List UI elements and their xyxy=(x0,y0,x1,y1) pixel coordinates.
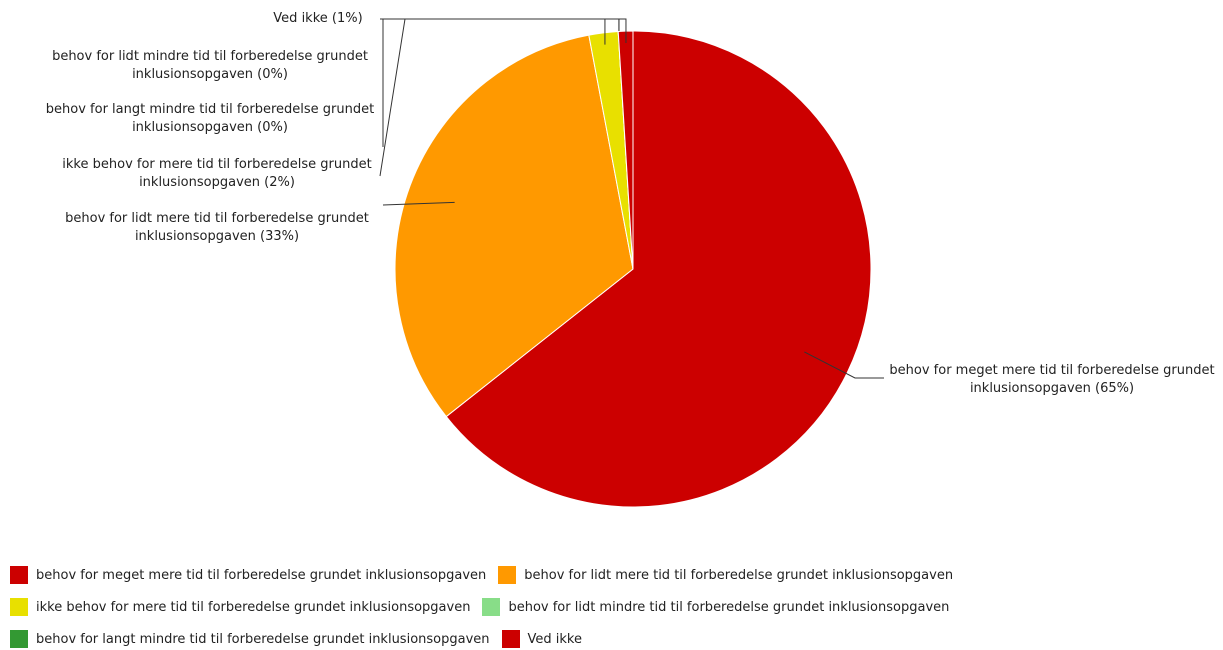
slice-label-value: (0%) xyxy=(257,67,288,82)
slice-label: behov for meget mere tid til forberedels… xyxy=(882,362,1222,398)
slice-label-category: behov for meget mere tid til forberedels… xyxy=(889,363,1215,396)
slice-label-value: (0%) xyxy=(257,120,288,135)
slice-label-category: Ved ikke xyxy=(273,11,328,26)
slice-label: behov for langt mindre tid til forberede… xyxy=(40,101,380,137)
slice-label: behov for lidt mindre tid til forberedel… xyxy=(40,48,380,84)
legend-label: Ved ikke xyxy=(527,631,582,647)
pie-slice xyxy=(394,34,634,418)
slice-label: ikke behov for mere tid til forberedelse… xyxy=(47,156,387,192)
leader-line xyxy=(380,18,627,44)
legend-swatch xyxy=(10,598,28,616)
legend-label: behov for langt mindre tid til forberede… xyxy=(36,631,490,647)
legend-item: behov for meget mere tid til forberedels… xyxy=(10,565,486,585)
slice-label-category: ikke behov for mere tid til forberedelse… xyxy=(62,157,372,190)
pie-area xyxy=(379,18,884,508)
slice-label-value: (33%) xyxy=(260,229,300,244)
legend-label: behov for lidt mere tid til forberedelse… xyxy=(524,567,954,583)
legend-label: behov for lidt mindre tid til forberedel… xyxy=(508,599,950,615)
legend-label: behov for meget mere tid til forberedels… xyxy=(36,567,487,583)
legend-swatch xyxy=(10,630,28,648)
legend-swatch xyxy=(501,630,520,648)
slice-label-value: (65%) xyxy=(1095,381,1135,396)
legend: behov for meget mere tid til forberedels… xyxy=(10,565,1170,649)
slice-label-category: behov for lidt mindre tid til forberedel… xyxy=(52,49,368,82)
slice-label-value: (1%) xyxy=(331,11,363,26)
legend-item: behov for langt mindre tid til forberede… xyxy=(10,629,490,649)
slice-label: behov for lidt mere tid til forberedelse… xyxy=(47,210,387,246)
legend-item: ikke behov for mere tid til forberedelse… xyxy=(10,597,470,617)
legend-swatch xyxy=(10,566,28,584)
legend-swatch xyxy=(498,566,517,584)
leader-line xyxy=(804,351,884,379)
slice-label-value: (2%) xyxy=(264,175,295,190)
legend-item: Ved ikke xyxy=(501,629,582,649)
slice-label-category: behov for lidt mere tid til forberedelse… xyxy=(65,211,369,244)
leader-line xyxy=(382,201,455,206)
slice-label: Ved ikke (1%) xyxy=(238,10,398,28)
pie-slice xyxy=(445,30,872,508)
legend-item: behov for lidt mindre tid til forberedel… xyxy=(482,597,949,617)
legend-item: behov for lidt mere tid til forberedelse… xyxy=(498,565,953,585)
slice-label-category: behov for langt mindre tid til forberede… xyxy=(45,102,375,135)
legend-label: ikke behov for mere tid til forberedelse… xyxy=(36,599,471,615)
legend-swatch xyxy=(482,598,501,616)
